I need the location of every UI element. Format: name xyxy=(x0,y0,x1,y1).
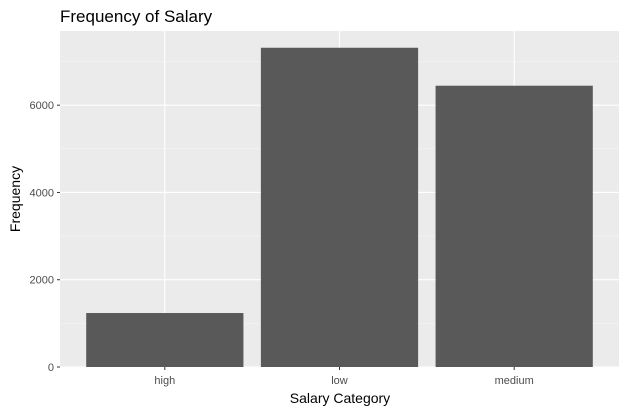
y-tick-label: 2000 xyxy=(30,275,54,287)
y-axis: 0 2000 4000 6000 xyxy=(30,100,60,374)
chart-title: Frequency of Salary xyxy=(60,7,213,26)
y-tick-label: 6000 xyxy=(30,100,54,112)
y-tick-label: 4000 xyxy=(30,187,54,199)
x-tick-label: high xyxy=(154,375,175,387)
bar-low xyxy=(260,47,419,368)
bar-high xyxy=(86,313,244,367)
y-tick-label: 0 xyxy=(48,362,54,374)
x-axis-title: Salary Category xyxy=(290,390,390,406)
x-tick-label: low xyxy=(331,375,348,387)
x-axis: high low medium xyxy=(154,367,534,387)
bars xyxy=(86,47,593,368)
x-tick-label: medium xyxy=(495,375,534,387)
y-axis-title: Frequency xyxy=(7,166,23,232)
bar-medium xyxy=(435,85,593,367)
